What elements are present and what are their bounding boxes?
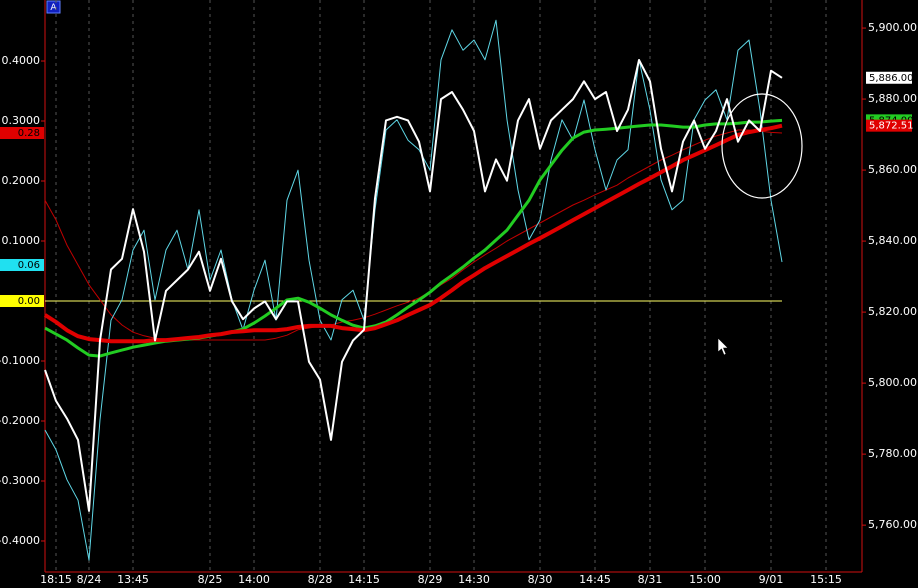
- x-tick-label: 18:15: [40, 573, 72, 586]
- series-line: [43, 123, 783, 344]
- value-marker: [0, 127, 44, 140]
- x-tick-label: 13:45: [117, 573, 149, 586]
- y2-tick-label: 5,760.00: [868, 518, 917, 531]
- y-tick-label: -0.3000: [0, 474, 40, 487]
- y2-tick-label: 5,880.00: [868, 92, 917, 105]
- annotation-circle: [721, 93, 803, 199]
- x-tick-label: 15:00: [689, 573, 721, 586]
- y-tick-label: -0.4000: [0, 534, 40, 547]
- badge: A: [50, 3, 57, 13]
- value-marker-label: 0.28: [18, 128, 40, 139]
- value-marker: [0, 259, 44, 272]
- x-tick-label: 14:00: [238, 573, 270, 586]
- value-marker-label: 0.00: [18, 296, 40, 307]
- y2-tick-label: 5,900.00: [868, 21, 917, 34]
- x-tick-label: 14:30: [458, 573, 490, 586]
- value-marker-label: 5,886.00: [869, 73, 914, 84]
- y-tick-label: 0.4000: [2, 54, 41, 67]
- badge-box: [46, 0, 61, 14]
- value-marker-label: 5,872.51: [869, 121, 914, 132]
- x-tick-label: 14:45: [579, 573, 611, 586]
- series-line: [44, 59, 783, 512]
- y2-tick-label: 5,800.00: [868, 376, 917, 389]
- series-line: [44, 19, 783, 561]
- cursor: [717, 337, 729, 356]
- value-marker: [866, 71, 912, 84]
- x-tick-label: 8/29: [418, 573, 443, 586]
- x-tick-label: 8/30: [528, 573, 553, 586]
- value-marker: [866, 119, 912, 132]
- x-tick-label: 8/25: [198, 573, 223, 586]
- y-tick-label: -0.2000: [0, 414, 40, 427]
- y-tick-label: 0.2000: [2, 174, 41, 187]
- x-tick-label: 8/24: [77, 573, 102, 586]
- x-tick-label: 8/31: [638, 573, 663, 586]
- series-line: [44, 129, 783, 341]
- y2-tick-label: 5,780.00: [868, 447, 917, 460]
- x-tick-label: 9/01: [759, 573, 784, 586]
- y-tick-label: 0.3000: [2, 114, 41, 127]
- x-tick-label: 15:15: [810, 573, 842, 586]
- y2-tick-label: 5,820.00: [868, 305, 917, 318]
- value-marker-label: 0.06: [18, 260, 40, 271]
- y-tick-label: 0.1000: [2, 234, 41, 247]
- y2-tick-label: 5,860.00: [868, 163, 917, 176]
- x-tick-label: 14:15: [348, 573, 380, 586]
- value-marker: [0, 294, 44, 307]
- x-tick-label: 8/28: [308, 573, 333, 586]
- y2-tick-label: 5,840.00: [868, 234, 917, 247]
- y-tick-label: -0.1000: [0, 354, 40, 367]
